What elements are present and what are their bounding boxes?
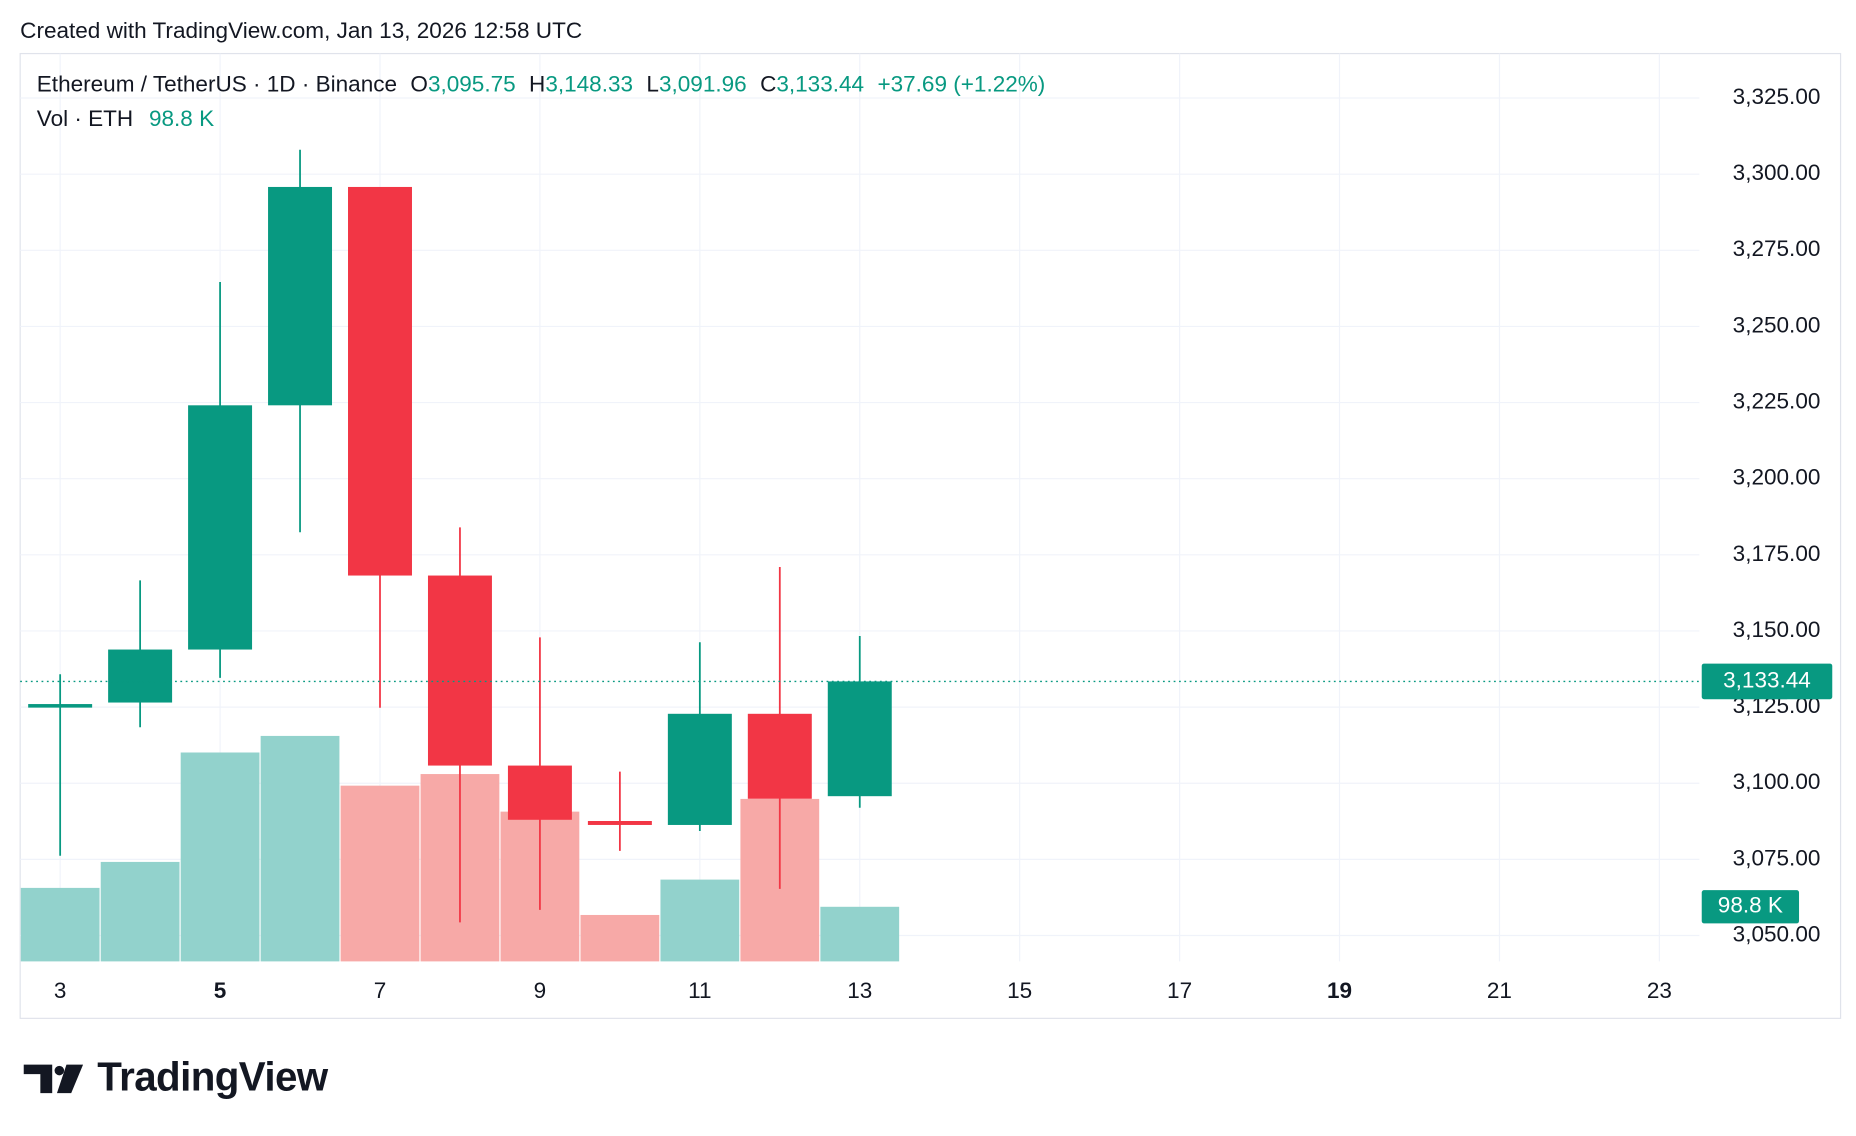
x-tick-label: 11	[688, 978, 711, 1003]
volume-title: Vol · ETH	[37, 106, 133, 131]
x-tick-label: 7	[374, 978, 387, 1003]
y-tick-label: 3,250.00	[1733, 312, 1821, 337]
y-tick-label: 3,325.00	[1733, 84, 1821, 109]
y-tick-label: 3,075.00	[1733, 845, 1821, 870]
y-tick-label: 3,050.00	[1733, 921, 1821, 946]
x-tick-label: 15	[1007, 978, 1032, 1003]
logo: TradingView	[23, 1054, 329, 1100]
x-tick-label: 21	[1487, 978, 1512, 1003]
y-tick-label: 3,150.00	[1733, 617, 1821, 642]
legend-header: Ethereum / TetherUS · 1D · Binance O3,09…	[37, 72, 1046, 97]
volume-bar	[660, 879, 740, 962]
volume-legend: Vol · ETH 98.8 K	[37, 106, 214, 131]
volume-bar	[580, 914, 660, 962]
change: +37.69 (+1.22%)	[877, 72, 1045, 97]
volume-bar	[260, 735, 340, 962]
last-price-label: 3,133.44	[1723, 667, 1811, 692]
candle-body	[747, 713, 812, 799]
candle-body	[28, 704, 93, 708]
ohlc-key: L	[646, 72, 659, 97]
volume-bar	[180, 752, 260, 962]
ohlc-key: O	[410, 72, 428, 97]
volume-bar	[820, 906, 900, 962]
y-tick-label: 3,175.00	[1733, 541, 1821, 566]
candle-body	[188, 405, 253, 650]
candle-body	[827, 681, 892, 797]
candle-body	[667, 713, 732, 825]
candle-body	[587, 820, 652, 825]
ohlc-key: C	[760, 72, 776, 97]
candle-body	[507, 765, 572, 820]
chart-frame	[19, 52, 1842, 1019]
x-tick-label: 23	[1647, 978, 1672, 1003]
logo-icon	[56, 1064, 84, 1094]
y-tick-label: 3,275.00	[1733, 236, 1821, 261]
logo-text: TradingView	[97, 1054, 329, 1100]
last-price-tag	[1701, 663, 1833, 700]
x-tick-label: 19	[1327, 978, 1352, 1003]
candle-body	[348, 186, 412, 576]
candle-body	[427, 575, 492, 766]
ohlc-value: 3,148.33	[545, 72, 633, 97]
y-tick-label: 3,300.00	[1733, 160, 1821, 185]
volume-tag	[1701, 890, 1800, 924]
x-tick-label: 17	[1167, 978, 1192, 1003]
candle-body	[108, 649, 173, 703]
axes: 3,325.00 3,300.00 3,275.00 3,250.00 3,225.00…	[20, 84, 1833, 1003]
candle-layer	[28, 149, 892, 923]
symbol: Ethereum / TetherUS · 1D · Binance	[37, 72, 397, 97]
watermark: Created with TradingView.com, Jan 13, 20…	[20, 18, 582, 43]
volume-bar	[340, 785, 420, 962]
volume-tag-label: 98.8 K	[1718, 893, 1783, 918]
ohlc-key: H	[529, 72, 545, 97]
candle-body	[268, 186, 333, 406]
y-tick-label: 3,225.00	[1733, 389, 1821, 414]
x-tick-label: 3	[54, 978, 67, 1003]
y-tick-label: 3,200.00	[1733, 465, 1821, 490]
volume-bar	[100, 861, 180, 962]
logo-icon	[23, 1064, 53, 1094]
volume-bar	[20, 887, 100, 962]
y-tick-label: 3,100.00	[1733, 769, 1821, 794]
x-tick-label: 13	[847, 978, 872, 1003]
x-tick-label: 5	[214, 978, 227, 1003]
logo-icon	[54, 1065, 65, 1076]
x-tick-label: 9	[534, 978, 547, 1003]
ohlc-value: 3,091.96	[659, 72, 747, 97]
ohlc-value: 3,095.75	[428, 72, 516, 97]
volume-value: 98.8 K	[149, 106, 214, 131]
ohlc-value: 3,133.44	[776, 72, 864, 97]
